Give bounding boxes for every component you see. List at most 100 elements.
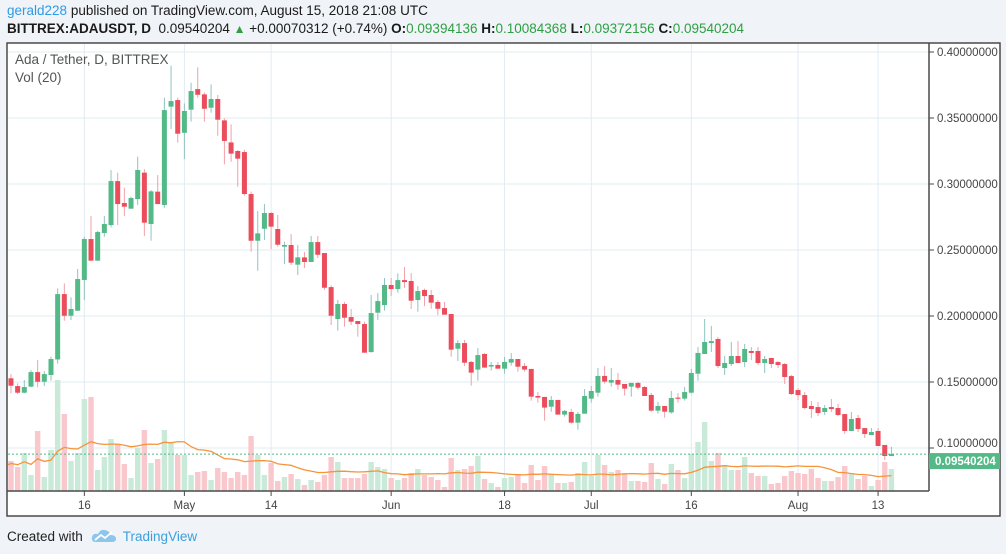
candle	[548, 395, 554, 412]
candle	[121, 187, 127, 217]
candle-body	[582, 395, 588, 414]
close-value: 0.09540204	[672, 21, 745, 36]
volume-bar	[608, 472, 614, 491]
volume-bar	[835, 477, 841, 491]
candle	[301, 251, 307, 269]
candle	[535, 392, 541, 403]
last-price-badge	[929, 453, 1000, 470]
candle	[728, 342, 734, 367]
candle-body	[295, 257, 301, 265]
candle-body	[742, 349, 748, 363]
candle	[88, 216, 94, 261]
candle-body	[395, 280, 401, 290]
candle-body	[35, 372, 41, 382]
volume-bar	[421, 475, 428, 491]
volume-bar	[228, 478, 234, 491]
candle	[135, 156, 141, 205]
volume-bar	[88, 397, 94, 491]
candle-body	[682, 392, 688, 399]
volume-bar	[541, 466, 548, 491]
candle-body	[762, 359, 768, 363]
author-link[interactable]: gerald228	[7, 3, 68, 18]
time-tick-label: 16	[78, 500, 91, 512]
candle	[168, 65, 174, 130]
candle	[35, 360, 41, 388]
candles	[8, 65, 894, 461]
candle	[508, 352, 514, 366]
candle	[842, 414, 848, 435]
volume-bar	[328, 457, 334, 491]
volume-bar	[195, 472, 201, 491]
volume-bar	[295, 479, 301, 491]
volume-bar	[108, 439, 114, 491]
volume-bar	[428, 477, 434, 491]
candle	[495, 361, 501, 369]
candle-body	[655, 406, 661, 411]
price-tick-label: 0.30000000	[937, 179, 998, 191]
candle-body	[875, 430, 881, 447]
high-value: 0.10084368	[495, 21, 567, 36]
volume-bar	[842, 466, 848, 491]
last-price: 0.09540204	[158, 21, 230, 36]
candle-body	[848, 418, 854, 431]
volume-bar	[121, 464, 128, 491]
candle	[315, 236, 321, 259]
volume-bar	[668, 464, 674, 491]
volume-bar	[34, 431, 41, 491]
candle	[775, 361, 781, 369]
price-axis[interactable]: 0.40000000 0.35000000 0.30000000 0.25000000…	[929, 47, 998, 450]
candle	[148, 190, 154, 241]
volume-bar	[808, 469, 815, 491]
candle-body	[542, 396, 548, 408]
candle-body	[335, 303, 341, 320]
candle-body	[788, 376, 794, 395]
symbol-name: BITTREX:ADAUSDT, D	[7, 21, 151, 36]
candle-body	[168, 101, 174, 107]
volume-bar	[408, 473, 414, 491]
volume-bar	[615, 470, 621, 491]
candle	[575, 411, 581, 430]
candle-body	[522, 366, 528, 370]
volume-bar	[161, 430, 168, 491]
volume-bar	[288, 474, 294, 491]
candle-body	[548, 399, 554, 407]
candle	[835, 404, 841, 417]
candle	[822, 404, 828, 415]
volume-bar	[601, 465, 608, 491]
candle-body	[321, 253, 327, 288]
volume-bar	[488, 483, 494, 491]
candle-body	[121, 203, 127, 207]
candle-body	[175, 100, 181, 134]
candle-body	[482, 354, 488, 368]
volume-bar	[495, 487, 501, 491]
price-change: +0.00070312 (+0.74%)	[249, 21, 388, 36]
tradingview-link[interactable]: TradingView	[122, 528, 198, 544]
volume-bar	[435, 480, 441, 491]
candle	[722, 355, 728, 376]
candle	[95, 230, 101, 261]
candle	[268, 211, 274, 250]
volume-bar	[648, 463, 654, 491]
candle-body	[75, 279, 81, 311]
volume-bar	[848, 473, 855, 491]
volume-bar	[755, 476, 761, 491]
candle-body	[281, 244, 287, 247]
candle	[155, 175, 161, 205]
volume-bar	[661, 484, 668, 491]
candle-body	[128, 197, 134, 209]
candle-body	[435, 302, 441, 309]
candle	[422, 288, 428, 307]
time-axis[interactable]: 16 May 14 Jun 18 Jul 16 Aug 13	[78, 491, 885, 512]
candle	[528, 368, 534, 401]
volume-bar	[21, 453, 28, 491]
volume-bar	[855, 479, 861, 491]
volume-ma	[8, 440, 892, 478]
time-tick-label: Jul	[584, 500, 599, 512]
candle-body	[502, 361, 508, 369]
volume-bar	[588, 476, 594, 491]
candle-body	[628, 382, 634, 387]
candle-body	[208, 98, 214, 108]
candle	[475, 347, 481, 381]
candle-body	[161, 110, 167, 205]
